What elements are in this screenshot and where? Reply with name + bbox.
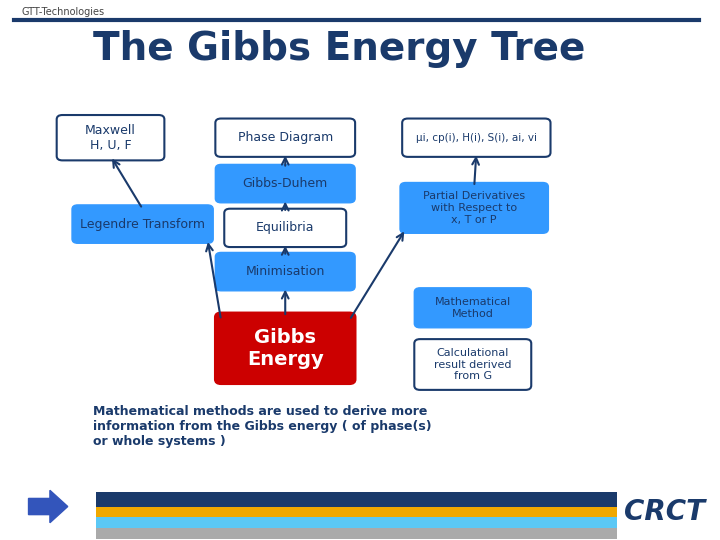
Text: Partial Derivatives
with Respect to
x, T or P: Partial Derivatives with Respect to x, T… <box>423 191 526 225</box>
Text: CRCT: CRCT <box>624 498 705 526</box>
FancyBboxPatch shape <box>215 313 355 383</box>
Bar <box>96 507 617 517</box>
Text: μi, cp(i), H(i), S(i), ai, vi: μi, cp(i), H(i), S(i), ai, vi <box>416 133 537 143</box>
Polygon shape <box>29 490 68 523</box>
Text: GTT-Technologies: GTT-Technologies <box>22 8 104 17</box>
FancyBboxPatch shape <box>402 119 551 157</box>
Text: Gibbs
Energy: Gibbs Energy <box>247 328 323 369</box>
FancyBboxPatch shape <box>72 205 213 243</box>
FancyBboxPatch shape <box>414 339 531 390</box>
FancyBboxPatch shape <box>215 164 355 202</box>
Text: The Gibbs Energy Tree: The Gibbs Energy Tree <box>93 30 585 68</box>
Text: Calculational
result derived
from G: Calculational result derived from G <box>434 348 511 381</box>
Bar <box>96 517 617 528</box>
Text: Equilibria: Equilibria <box>256 221 315 234</box>
FancyBboxPatch shape <box>215 119 355 157</box>
Text: Minimisation: Minimisation <box>246 265 325 278</box>
Text: Mathematical methods are used to derive more
information from the Gibbs energy (: Mathematical methods are used to derive … <box>93 405 431 448</box>
Bar <box>96 528 617 539</box>
Text: Mathematical
Method: Mathematical Method <box>435 297 511 319</box>
FancyBboxPatch shape <box>57 115 164 160</box>
FancyBboxPatch shape <box>224 209 346 247</box>
FancyBboxPatch shape <box>215 252 355 291</box>
Text: Phase Diagram: Phase Diagram <box>238 131 333 144</box>
FancyBboxPatch shape <box>400 183 549 233</box>
FancyBboxPatch shape <box>414 288 531 328</box>
Text: Maxwell
H, U, F: Maxwell H, U, F <box>85 124 136 152</box>
Text: Legendre Transform: Legendre Transform <box>80 218 205 231</box>
Text: Gibbs-Duhem: Gibbs-Duhem <box>243 177 328 190</box>
Bar <box>96 492 617 507</box>
